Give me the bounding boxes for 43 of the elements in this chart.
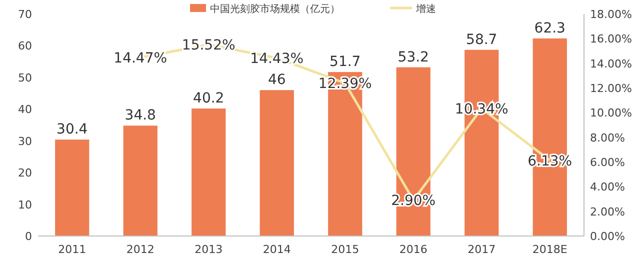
y-tick-label: 50	[18, 71, 32, 84]
x-tick-label: 2014	[262, 243, 291, 256]
data-label: 58.7	[466, 32, 498, 48]
y2-tick-label: 12.00%	[590, 82, 632, 95]
bar	[123, 126, 158, 236]
data-label: 51.7	[330, 54, 361, 70]
y-tick-label: 0	[25, 230, 32, 243]
data-label: 40.2	[193, 90, 224, 107]
data-label: 15.52%	[182, 38, 236, 54]
bar	[260, 90, 294, 236]
data-label: 46	[268, 72, 286, 88]
y2-tick-label: 10.00%	[590, 106, 632, 120]
x-tick-label: 2012	[126, 243, 154, 256]
y2-tick-label: 18.00%	[590, 8, 632, 21]
legend-label: 增速	[415, 3, 436, 15]
legend-label: 中国光刻胶市场规模（亿元）	[210, 3, 340, 15]
data-label: 53.2	[398, 49, 429, 66]
x-tick-label: 2011	[58, 243, 86, 256]
x-tick-label: 2018E	[532, 243, 568, 256]
y-tick-label: 60	[18, 40, 32, 53]
y2-tick-label: 2.00%	[590, 205, 625, 218]
y-tick-label: 20	[18, 166, 32, 180]
x-tick-label: 2015	[331, 243, 360, 256]
y2-tick-label: 0.00%	[590, 230, 625, 243]
y-tick-label: 10	[18, 198, 32, 212]
data-label: 14.47%	[114, 50, 168, 67]
y2-tick-label: 4.00%	[590, 180, 625, 194]
y2-tick-label: 6.00%	[590, 156, 625, 169]
data-label: 62.3	[534, 20, 566, 36]
data-label: 14.43%	[250, 51, 304, 68]
y-tick-label: 70	[18, 8, 32, 21]
y2-tick-label: 14.00%	[590, 57, 632, 70]
y-tick-label: 30	[18, 134, 32, 148]
x-tick-label: 2013	[194, 243, 223, 256]
y2-tick-label: 8.00%	[590, 131, 625, 144]
bar	[192, 108, 226, 236]
x-tick-label: 2016	[399, 243, 428, 256]
y2-tick-label: 16.00%	[590, 32, 632, 46]
x-tick-label: 2017	[468, 243, 496, 256]
data-label: 30.4	[56, 122, 88, 138]
y-tick-label: 40	[18, 103, 32, 116]
data-label: 34.8	[124, 108, 156, 124]
bar	[55, 140, 90, 236]
